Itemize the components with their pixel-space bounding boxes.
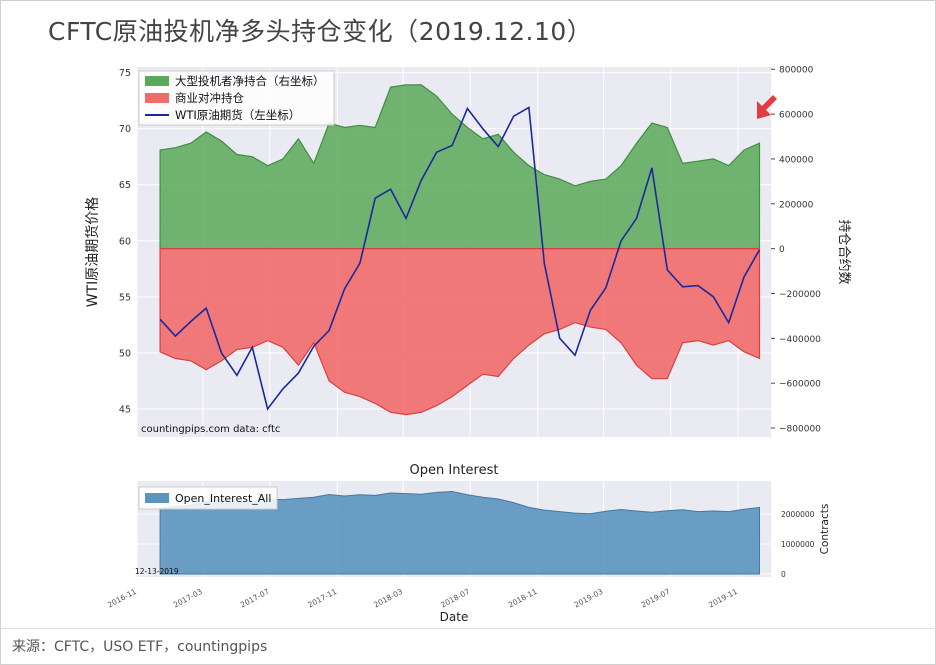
legend-label-spec: 大型投机者净持合（右坐标） [175,74,325,88]
x-tick-label: 2017-03 [172,587,204,610]
x-tick-label: 2018-07 [439,587,471,610]
contracts-axis-ticks: 0 1000000 2000000 [781,510,815,579]
x-tick-label: 2017-11 [306,587,338,610]
right-axis-label: 持仓合约数 [836,219,851,284]
contracts-axis-label: Contracts [819,504,831,555]
highlight-arrow-icon [757,95,777,119]
left-tick-label: 65 [119,180,131,191]
x-tick-label: 2019-11 [707,587,739,610]
page-title: CFTC原油投机净多头持仓变化（2019.12.10） [48,17,593,46]
left-tick-label: 60 [119,236,131,247]
legend-label-wti: WTI原油期货（左坐标） [175,108,300,122]
legend-swatch-oi [145,493,169,503]
spec-net-area [159,84,761,250]
legend-label-commercial: 商业对冲持仓 [175,91,244,105]
date-stamp: 12-13-2019 [135,567,179,576]
wti-price-line [159,106,761,411]
open-interest-title: Open Interest [410,463,499,478]
left-tick-label: 45 [119,404,131,415]
right-tick-label: 600000 [779,111,814,121]
divider [0,628,934,629]
x-tick-label: 2018-11 [507,587,539,610]
x-tick-label: 2019-07 [640,587,672,610]
left-tick-label: 55 [119,292,131,303]
bottom-legend: Open_Interest_All [138,486,278,510]
right-tick-label: 200000 [779,200,814,210]
left-tick-label: 50 [119,348,131,359]
contracts-tick-label: 1000000 [781,540,815,549]
legend-label-oi: Open_Interest_All [175,492,271,505]
legend-swatch-spec [145,76,169,86]
right-tick-label: −400000 [779,335,821,345]
left-axis-ticks: 45 50 55 60 65 70 75 [119,68,131,415]
x-tick-label: 2016-11 [106,587,138,610]
right-tick-label: 800000 [779,66,814,76]
contracts-tick-label: 0 [781,570,786,579]
x-tick-label: 2019-03 [573,587,605,610]
legend-box [138,486,278,510]
x-tick-label: 2018-03 [372,587,404,610]
left-axis-label: WTI原油期货价格 [84,197,101,308]
watermark-text: countingpips.com data: cftc [141,424,280,435]
right-tick-label: 0 [779,245,785,255]
top-legend: 大型投机者净持合（右坐标） 商业对冲持仓 WTI原油期货（左坐标） [138,70,335,126]
x-axis-ticks: 2016-11 2017-03 2017-07 2017-11 2018-03 2018-… [106,587,739,610]
right-tick-label: −600000 [779,380,821,390]
source-note: 来源：CFTC，USO ETF，countingpips [12,639,268,655]
left-tick-label: 75 [119,68,131,79]
legend-swatch-commercial [145,93,169,103]
x-axis-label: Date [440,610,469,624]
left-tick-label: 70 [119,124,131,135]
contracts-tick-label: 2000000 [781,510,815,519]
right-tick-label: 400000 [779,155,814,165]
right-tick-label: −800000 [779,425,821,435]
right-tick-label: −200000 [779,290,821,300]
right-axis-ticks: −800000 −600000 −400000 −200000 0 200000 40000… [771,66,821,435]
legend-box [138,70,335,126]
x-tick-label: 2017-07 [239,587,271,610]
